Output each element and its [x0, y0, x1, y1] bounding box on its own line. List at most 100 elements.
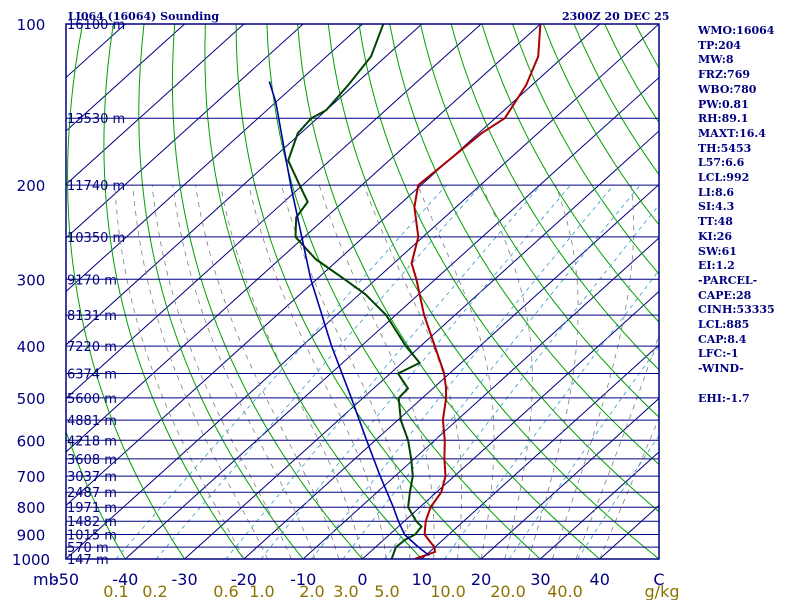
sounding-index-item: -PARCEL-: [698, 273, 758, 287]
temperature-tick-label: C: [653, 570, 664, 589]
isotherm-line: [66, 24, 245, 186]
height-label: 10350 m: [67, 231, 125, 246]
dry-adiabat-line: [67, 24, 186, 559]
height-label: 6374 m: [67, 368, 117, 383]
pressure-tick-label: 400: [17, 338, 46, 356]
isotherm-line: [420, 344, 659, 559]
mixing-ratio-line: [444, 269, 659, 559]
height-label: 147 m: [67, 553, 109, 568]
isotherm-line: [480, 397, 659, 559]
mixing-ratio-label: 10.0: [430, 582, 466, 600]
moist-adiabat-line: [528, 184, 579, 559]
height-label: 1971 m: [67, 501, 117, 516]
height-label: 9170 m: [67, 273, 117, 288]
isotherm-line: [243, 183, 659, 559]
dry-adiabat-line: [327, 24, 659, 559]
sounding-index-item: TT:48: [698, 215, 733, 229]
dewpoint-profile-line: [287, 24, 423, 559]
moist-adiabat-line: [220, 185, 363, 559]
sounding-index-item: LFC:-1: [698, 347, 739, 361]
dry-adiabat-line: [419, 24, 659, 418]
sounding-time: 2300Z 20 DEC 25: [562, 10, 669, 23]
dry-adiabat-line: [204, 24, 423, 559]
mixing-ratio-line: [384, 204, 659, 559]
isotherm-line: [66, 24, 482, 400]
pressure-tick-label: 500: [17, 390, 46, 408]
mixing-ratio-unit-label: g/kg: [645, 582, 680, 600]
temperature-tick-label: -40: [112, 570, 138, 589]
height-label: 4881 m: [67, 414, 117, 429]
isotherm-line: [66, 24, 601, 507]
dry-adiabat-line: [235, 24, 482, 559]
mixing-ratio-line: [260, 184, 571, 559]
plot-frame: [65, 23, 660, 560]
sounding-index-item: TH:5453: [698, 141, 752, 155]
isotherm-line: [124, 76, 659, 559]
pressure-tick-label: 200: [17, 177, 46, 195]
moist-adiabat-line: [172, 185, 316, 559]
moist-adiabat-line: [318, 184, 435, 559]
sounding-index-item: SW:61: [698, 244, 737, 258]
isotherm-line: [539, 451, 659, 559]
moist-adiabat-line: [481, 184, 533, 559]
sounding-index-item: RH:89.1: [698, 112, 749, 126]
height-label: 570 m: [67, 541, 109, 556]
dry-adiabat-line: [481, 24, 659, 323]
pressure-tick-label: 100: [17, 16, 46, 34]
sounding-profiles: [268, 24, 542, 559]
mixing-ratio-label: 2.0: [299, 582, 324, 600]
pressure-tick-label: 700: [17, 468, 46, 486]
pressure-tick-label: 900: [17, 527, 46, 545]
isotherm-line: [66, 24, 423, 346]
mixing-ratio-line: [342, 184, 641, 559]
height-label: 5600 m: [67, 392, 117, 407]
mixing-ratio-label: 1.0: [249, 582, 274, 600]
mixing-ratio-label: 3.0: [333, 582, 358, 600]
dry-adiabat-line: [103, 24, 245, 559]
temperature-tick-label: 0: [357, 570, 367, 589]
height-label: 1482 m: [67, 515, 117, 530]
sounding-index-item: MW:8: [698, 53, 734, 67]
isotherm-line: [66, 24, 659, 559]
sounding-index-item: CINH:53335: [698, 303, 775, 317]
sounding-index-item: SI:4.3: [698, 200, 735, 214]
dry-adiabat-line: [171, 24, 364, 559]
pressure-unit-label: mb: [33, 570, 59, 589]
sounding-index-item: EI:1.2: [698, 259, 735, 273]
pressure-tick-label: 1000: [12, 551, 50, 569]
height-label: 16100 m: [67, 18, 125, 33]
isotherm-line: [183, 130, 659, 559]
sounding-index-item: MAXT:16.4: [698, 126, 766, 140]
dry-adiabat-line: [66, 430, 126, 559]
temperature-tick-label: 30: [530, 570, 550, 589]
mixing-ratio-label: 20.0: [490, 582, 526, 600]
height-label: 2487 m: [67, 486, 117, 501]
mixing-ratio-label: 0.2: [142, 582, 167, 600]
sounding-index-item: TP:204: [698, 38, 742, 52]
height-label: 3037 m: [67, 470, 117, 485]
isotherm-line: [66, 24, 185, 132]
height-label: 1015 m: [67, 529, 117, 544]
dry-adiabat-line: [297, 24, 601, 559]
dry-adiabat-line: [512, 24, 659, 275]
sounding-index-item: LCL:885: [698, 318, 750, 332]
sounding-index-item: -WIND-: [698, 362, 744, 376]
temperature-tick-label: -50: [53, 570, 79, 589]
sounding-index-item: FRZ:769: [698, 68, 751, 82]
mixing-ratio-line: [155, 184, 482, 559]
mixing-ratio-label: 40.0: [547, 582, 583, 600]
mixing-ratio-line: [115, 184, 447, 559]
parcel-path-line: [268, 81, 430, 557]
dry-adiabat-line: [358, 24, 659, 513]
sounding-index-item: L57:6.6: [698, 156, 745, 170]
temperature-tick-label: -30: [172, 570, 198, 589]
moist-adiabat-line: [114, 185, 245, 559]
height-label: 3608 m: [67, 453, 117, 468]
sounding-index-item: LCL:992: [698, 171, 750, 185]
height-label: 7220 m: [67, 340, 117, 355]
station-title: LI064 (16064) Sounding: [68, 10, 219, 23]
sounding-indices-list: WMO:16064 TP:204 MW:8 FRZ:769 WBO:780 PW:0.81…: [698, 24, 798, 406]
sounding-index-item: CAP:8.4: [698, 332, 747, 346]
